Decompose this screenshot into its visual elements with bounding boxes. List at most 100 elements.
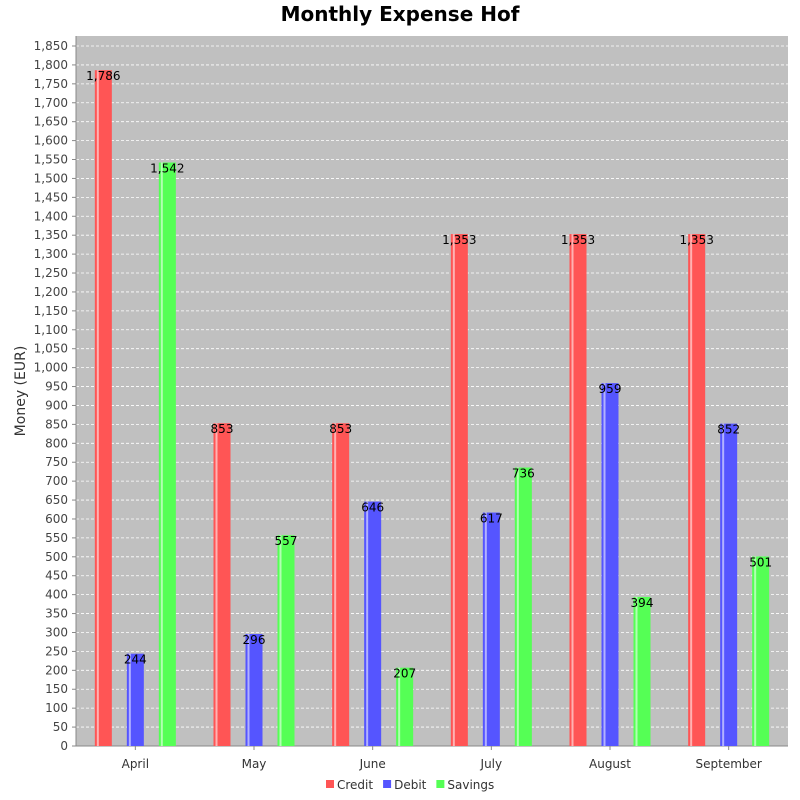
value-label: 394 — [631, 596, 654, 610]
bar-savings — [277, 535, 295, 746]
y-tick-label: 550 — [45, 531, 68, 545]
bar-highlight — [96, 70, 99, 747]
bar-savings — [396, 667, 414, 746]
y-tick-label: 200 — [45, 663, 68, 677]
bar-credit — [569, 234, 587, 746]
bar-highlight — [516, 467, 519, 746]
bar-highlight — [398, 667, 401, 746]
y-tick-label: 1,100 — [34, 323, 68, 337]
value-label: 1,353 — [561, 233, 595, 247]
y-tick-label: 350 — [45, 607, 68, 621]
legend-label: Savings — [447, 778, 494, 792]
x-tick-label: April — [122, 757, 149, 771]
value-label: 1,353 — [679, 233, 713, 247]
y-tick-label: 450 — [45, 569, 68, 583]
x-tick-label: May — [242, 757, 267, 771]
y-tick-label: 1,550 — [34, 153, 68, 167]
y-tick-label: 1,050 — [34, 342, 68, 356]
y-tick-label: 1,650 — [34, 115, 68, 129]
bar-debit — [482, 512, 500, 746]
gridlines — [76, 45, 788, 728]
y-tick-label: 1,300 — [34, 247, 68, 261]
y-tick-label: 750 — [45, 455, 68, 469]
y-tick-label: 1,400 — [34, 209, 68, 223]
value-label: 244 — [124, 653, 147, 667]
bar-highlight — [690, 234, 693, 746]
x-tick-label: July — [480, 757, 503, 771]
y-tick-label: 1,200 — [34, 285, 68, 299]
bar-highlight — [160, 162, 163, 747]
bar-credit — [213, 423, 231, 746]
bar-credit — [332, 423, 350, 746]
y-tick-label: 150 — [45, 682, 68, 696]
value-label: 1,353 — [442, 233, 476, 247]
bar-highlight — [279, 535, 282, 746]
value-label: 296 — [243, 633, 266, 647]
bar-highlight — [754, 556, 757, 746]
y-tick-label: 50 — [53, 720, 68, 734]
y-tick-label: 800 — [45, 436, 68, 450]
y-tick-label: 0 — [60, 739, 68, 753]
bar-debit — [245, 634, 263, 746]
y-tick-label: 1,350 — [34, 228, 68, 242]
y-tick-label: 1,250 — [34, 266, 68, 280]
bar-highlight — [334, 423, 337, 746]
legend: Credit Debit Savings — [326, 778, 494, 792]
y-tick-label: 1,150 — [34, 304, 68, 318]
value-label: 646 — [361, 501, 384, 515]
y-tick-label: 600 — [45, 512, 68, 526]
value-label: 853 — [329, 422, 352, 436]
y-tick-label: 250 — [45, 644, 68, 658]
bar-highlight — [603, 383, 606, 746]
value-label: 853 — [211, 422, 234, 436]
bar-debit — [364, 501, 382, 746]
y-tick-label: 850 — [45, 417, 68, 431]
bar-highlight — [215, 423, 218, 746]
y-tick-label: 1,750 — [34, 77, 68, 91]
y-tick-label: 1,600 — [34, 134, 68, 148]
value-label: 852 — [717, 423, 740, 437]
bar-savings — [633, 596, 651, 746]
x-tick-label: September — [696, 757, 762, 771]
legend-swatch-savings — [436, 780, 445, 788]
value-label: 617 — [480, 512, 503, 526]
value-label: 557 — [275, 534, 298, 548]
legend-swatch-debit — [383, 780, 392, 788]
bar-highlight — [247, 634, 250, 746]
y-tick-label: 300 — [45, 625, 68, 639]
y-axis-label: Money (EUR) — [13, 346, 29, 437]
bar-savings — [514, 467, 532, 746]
y-tick-label: 950 — [45, 380, 68, 394]
legend-label: Debit — [394, 778, 427, 792]
x-tick-label: June — [359, 757, 386, 771]
y-tick-label: 1,800 — [34, 58, 68, 72]
bar-highlight — [571, 234, 574, 746]
plot-area — [76, 36, 788, 746]
bar-highlight — [722, 423, 725, 746]
value-label: 207 — [393, 667, 416, 681]
bar-savings — [752, 556, 770, 746]
value-label: 1,786 — [86, 69, 120, 83]
y-tick-label: 1,850 — [34, 39, 68, 53]
bar-highlight — [128, 653, 131, 746]
bar-highlight — [635, 596, 638, 746]
bar-debit — [720, 423, 738, 746]
bar-debit — [601, 383, 619, 746]
bar-highlight — [366, 501, 369, 746]
y-tick-label: 1,450 — [34, 190, 68, 204]
axes: 0 50 100 150 200 250 300 350 400 450 500 550 600 650 7… — [34, 36, 788, 771]
bar-credit — [94, 70, 112, 747]
y-tick-label: 900 — [45, 398, 68, 412]
y-tick-label: 400 — [45, 588, 68, 602]
bar-highlight — [484, 512, 487, 746]
y-tick-label: 500 — [45, 550, 68, 564]
bar-credit — [450, 234, 468, 746]
value-labels: 1,786 244 1,542 853 296 557 853 646 207 1,353 617 7… — [86, 69, 772, 680]
legend-label: Credit — [337, 778, 373, 792]
bar-savings — [158, 162, 176, 747]
value-label: 736 — [512, 467, 535, 481]
y-tick-label: 700 — [45, 474, 68, 488]
y-tick-label: 100 — [45, 701, 68, 715]
bar-debit — [126, 653, 144, 746]
y-tick-label: 650 — [45, 493, 68, 507]
